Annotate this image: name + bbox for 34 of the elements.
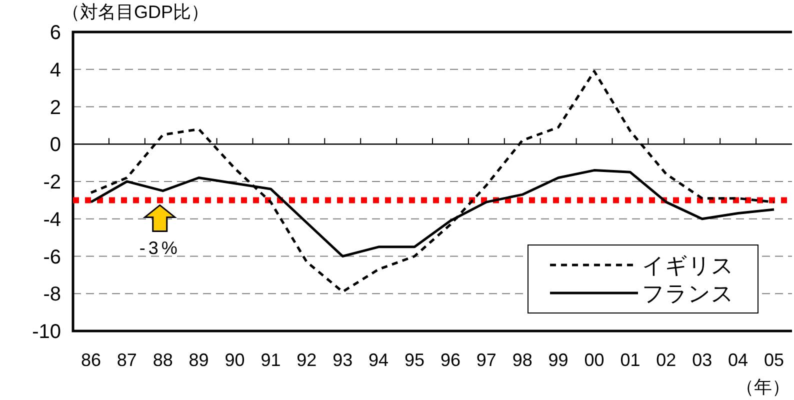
- ref-line-label: -3%: [139, 238, 180, 258]
- x-tick-label: 96: [440, 350, 460, 370]
- x-tick-label: 01: [620, 350, 640, 370]
- y-tick-label: -10: [32, 321, 61, 343]
- x-tick-label: 04: [728, 350, 748, 370]
- y-tick-label: -8: [43, 284, 61, 306]
- legend-label: イギリス: [642, 253, 734, 278]
- x-tick-label: 99: [548, 350, 568, 370]
- x-tick-label: 03: [692, 350, 712, 370]
- x-tick-label: 94: [368, 350, 389, 370]
- x-axis-title: （年）: [736, 377, 790, 397]
- x-tick-label: 97: [476, 350, 496, 370]
- y-tick-label: -4: [43, 208, 61, 231]
- x-tick-label: 90: [224, 350, 245, 370]
- legend-label: フランス: [642, 281, 734, 306]
- y-tick-label: -6: [43, 246, 61, 268]
- x-tick-label: 95: [404, 350, 425, 370]
- y-tick-label: 2: [50, 96, 61, 119]
- x-tick-label: 92: [296, 350, 317, 370]
- x-tick-label: 02: [656, 350, 676, 370]
- x-tick-label: 88: [152, 350, 173, 370]
- x-tick-label: 05: [764, 350, 784, 370]
- x-tick-label: 00: [584, 350, 604, 370]
- x-tick-label: 86: [80, 350, 101, 370]
- y-axis-title: （対名目GDP比）: [62, 2, 210, 22]
- x-tick-label: 98: [512, 350, 532, 370]
- y-tick-label: 4: [50, 59, 61, 82]
- y-tick-label: -2: [43, 172, 61, 194]
- y-tick-label: 0: [50, 134, 61, 156]
- y-tick-label: 6: [50, 22, 61, 44]
- x-tick-label: 89: [188, 350, 209, 370]
- x-tick-label: 91: [260, 350, 281, 370]
- x-tick-label: 93: [332, 350, 353, 370]
- x-tick-label: 87: [116, 350, 137, 370]
